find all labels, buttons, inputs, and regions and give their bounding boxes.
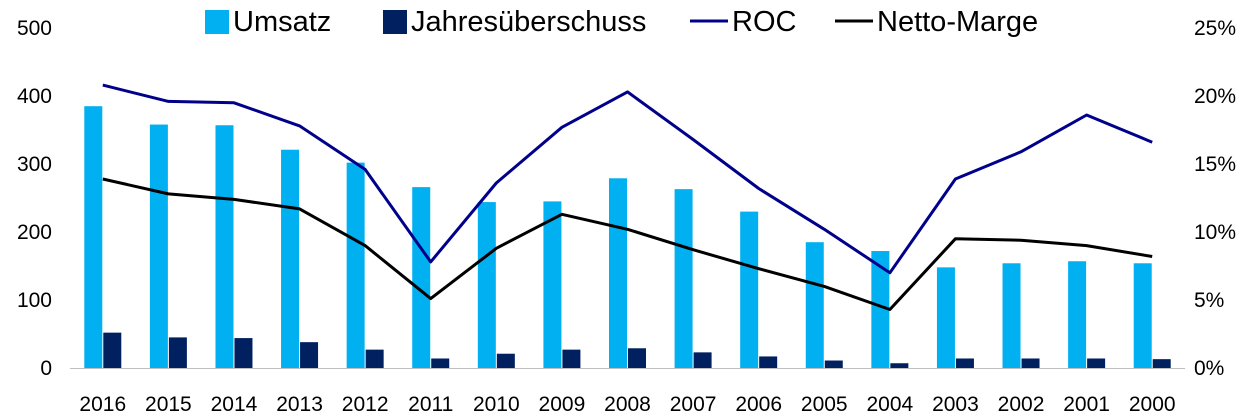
bar-jahres-berschuss (693, 352, 712, 368)
bar-jahres-berschuss (496, 353, 515, 368)
left-y-axis: 0 100 200 300 400 500 (17, 17, 52, 380)
right-axis-tick-label: 0% (1194, 357, 1224, 380)
bar-jahres-berschuss (300, 342, 319, 368)
x-axis-tick-label: 2010 (473, 393, 520, 416)
x-axis-tick-label: 2015 (145, 393, 192, 416)
line-series (102, 83, 1153, 311)
x-axis: 2016 2015 2014 2013 2012 2011 2010 2009 2008 2007… (70, 368, 1185, 416)
left-axis-tick-label: 0 (40, 357, 52, 380)
chart-legend: Umsatz Jahresüberschuss ROC Netto-Marge (205, 6, 1038, 38)
bar-umsatz (543, 201, 562, 368)
bar-jahres-berschuss (1087, 358, 1106, 368)
x-axis-tick-label: 2005 (801, 393, 848, 416)
x-axis-tick-label: 2004 (866, 393, 913, 416)
bar-umsatz (871, 251, 890, 368)
x-axis-tick-label: 2000 (1129, 393, 1176, 416)
bar-umsatz (740, 211, 759, 368)
x-axis-tick-label: 2001 (1063, 393, 1110, 416)
x-axis-tick-label: 2006 (735, 393, 782, 416)
line-netto-marge (102, 177, 1153, 311)
bar-umsatz (281, 149, 300, 368)
bar-jahres-berschuss (168, 337, 187, 368)
bar-jahres-berschuss (628, 348, 646, 368)
right-axis-tick-label: 5% (1194, 289, 1224, 312)
bar-jahres-berschuss (955, 358, 974, 368)
bar-umsatz (674, 189, 693, 368)
legend-label: Netto-Marge (877, 6, 1038, 38)
legend-swatch (383, 10, 407, 34)
bar-jahres-berschuss (103, 332, 122, 368)
left-axis-tick-label: 200 (17, 221, 52, 244)
left-axis-tick-label: 300 (17, 153, 52, 176)
bar-umsatz (805, 242, 824, 368)
bar-umsatz (346, 162, 365, 368)
x-axis-tick-label: 2008 (604, 393, 651, 416)
left-axis-tick-label: 500 (17, 17, 52, 40)
x-axis-tick-label: 2013 (276, 393, 323, 416)
bar-umsatz (936, 267, 955, 368)
x-axis-tick-label: 2016 (79, 393, 126, 416)
legend-item-netto-marge: Netto-Marge (835, 6, 1038, 38)
bar-umsatz (1133, 263, 1152, 368)
line-roc (102, 83, 1153, 275)
bar-umsatz (1068, 261, 1087, 368)
bar-umsatz (149, 124, 168, 368)
bar-umsatz (1002, 263, 1021, 368)
bar-umsatz (412, 187, 431, 368)
bar-jahres-berschuss (1021, 358, 1040, 368)
bar-umsatz (477, 202, 496, 368)
legend-label: Umsatz (233, 6, 331, 38)
left-axis-tick-label: 400 (17, 85, 52, 108)
right-axis-tick-label: 25% (1194, 17, 1236, 40)
bar-jahres-berschuss (759, 356, 778, 368)
x-axis-tick-label: 2003 (932, 393, 979, 416)
x-axis-tick-label: 2012 (342, 393, 389, 416)
right-axis-tick-label: 20% (1194, 85, 1236, 108)
legend-label: ROC (732, 6, 796, 38)
right-axis-tick-label: 15% (1194, 153, 1236, 176)
bar-jahres-berschuss (365, 349, 384, 368)
bar-umsatz (609, 178, 627, 368)
bar-jahres-berschuss (1152, 359, 1171, 368)
legend-item-umsatz: Umsatz (205, 6, 331, 38)
legend-label: Jahresüberschuss (411, 6, 646, 38)
bar-jahres-berschuss (562, 349, 581, 368)
x-axis-tick-label: 2009 (539, 393, 586, 416)
bar-series (84, 106, 1171, 369)
bar-umsatz (84, 106, 103, 368)
x-axis-tick-label: 2002 (998, 393, 1045, 416)
x-axis-tick-label: 2014 (211, 393, 258, 416)
right-y-axis: 0% 5% 10% 15% 20% 25% (1194, 17, 1236, 380)
bar-jahres-berschuss (824, 360, 843, 368)
bar-jahres-berschuss (890, 363, 909, 368)
left-axis-tick-label: 100 (17, 289, 52, 312)
right-axis-tick-label: 10% (1194, 221, 1236, 244)
legend-item-jahres-berschuss: Jahresüberschuss (383, 6, 646, 38)
x-axis-tick-label: 2007 (670, 393, 717, 416)
bar-umsatz (215, 125, 234, 369)
bar-jahres-berschuss (431, 358, 450, 368)
bar-jahres-berschuss (234, 338, 253, 368)
x-axis-tick-label: 2011 (408, 393, 453, 416)
legend-swatch (205, 10, 229, 34)
legend-item-roc: ROC (690, 6, 796, 38)
